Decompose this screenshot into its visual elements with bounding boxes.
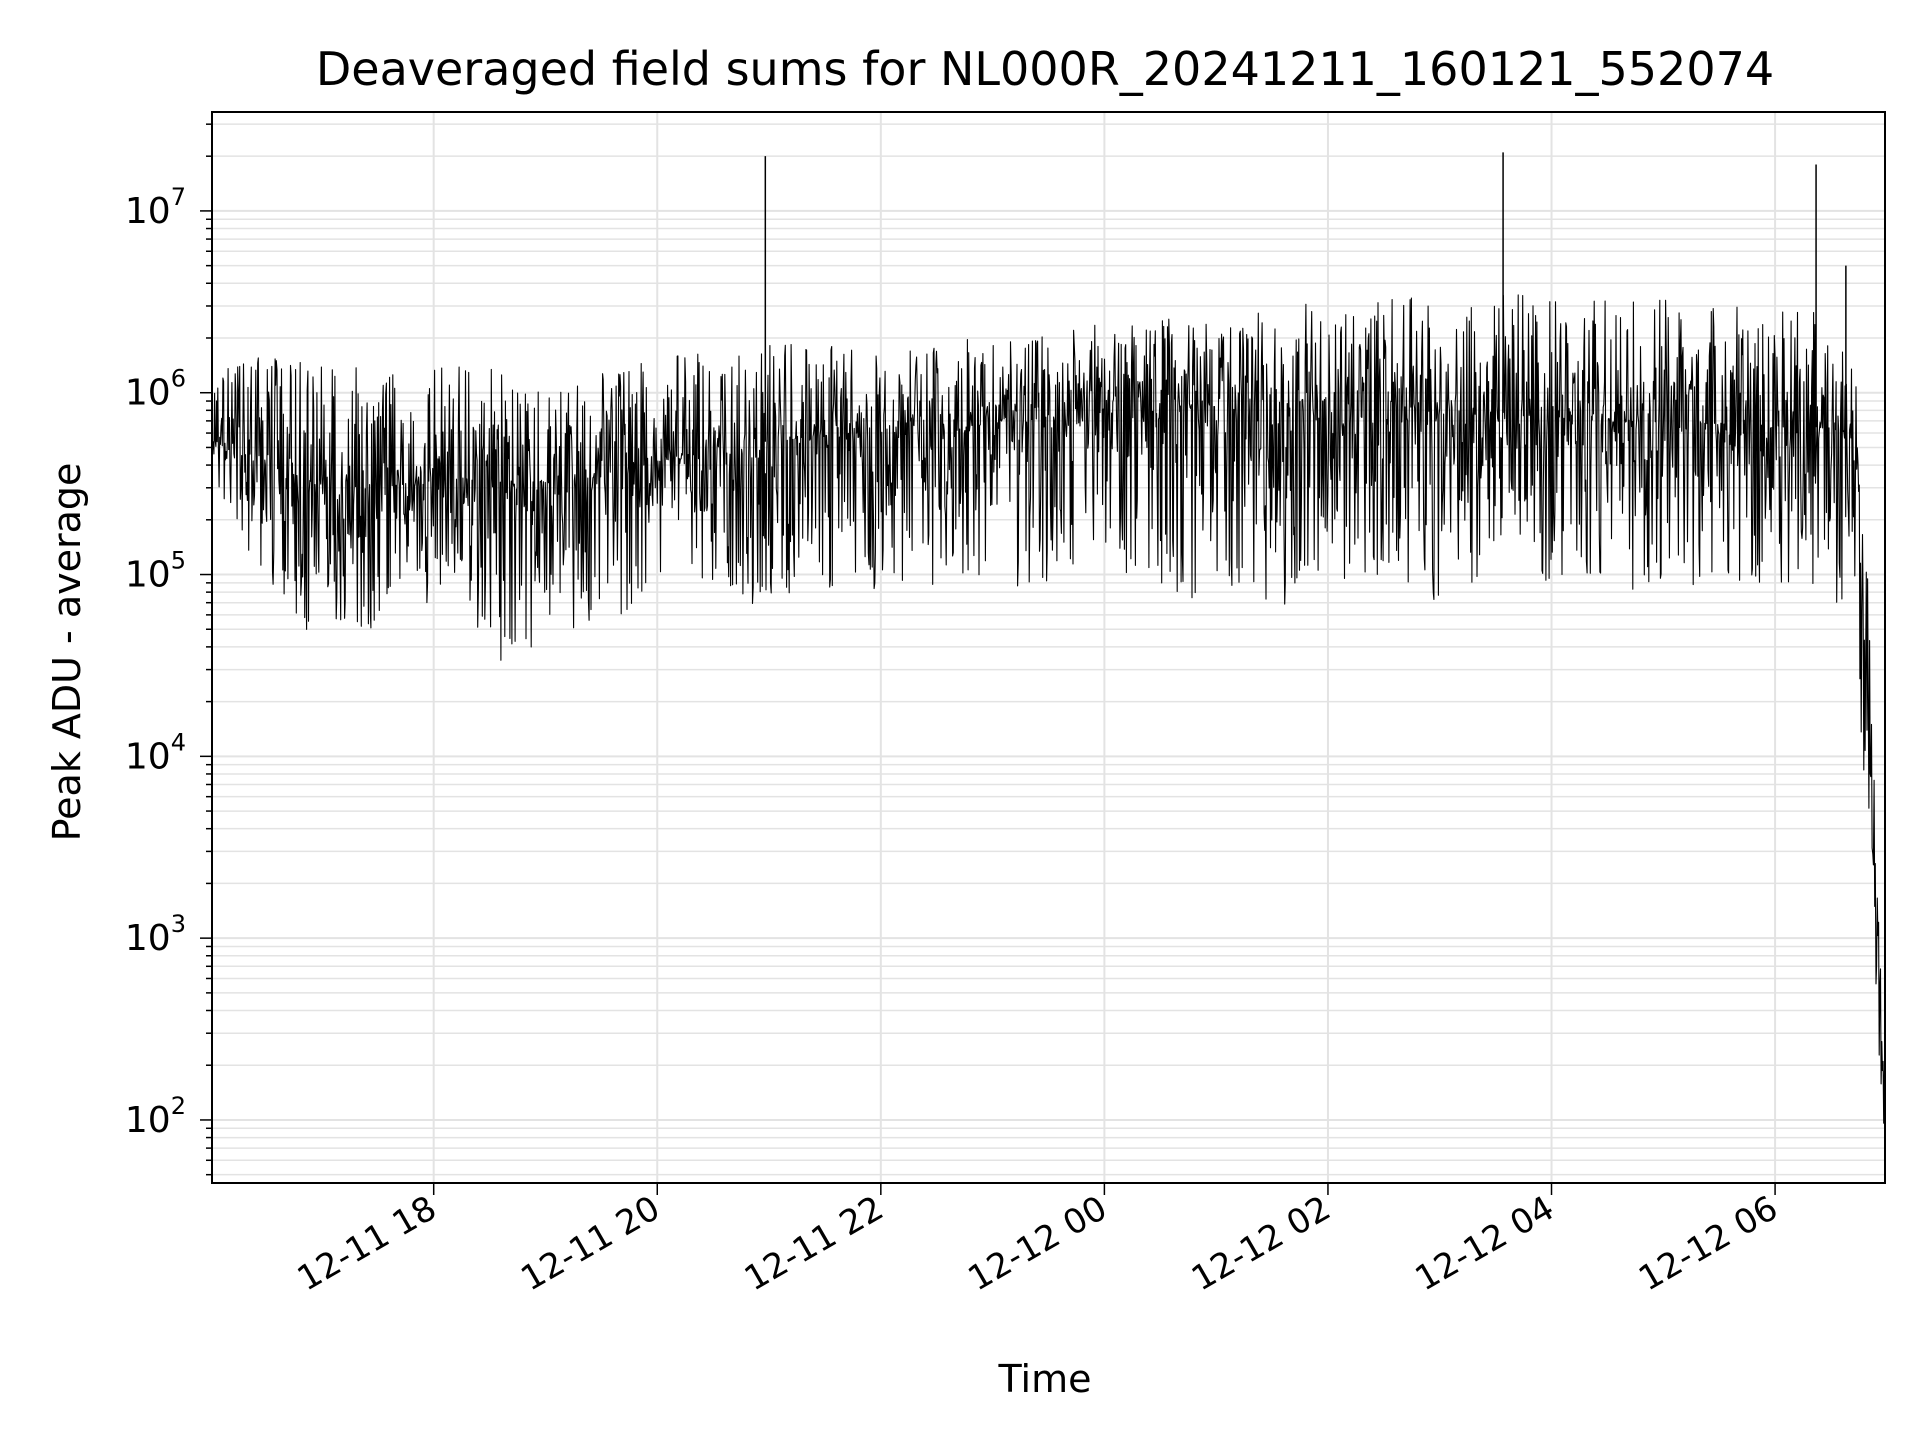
- y-tick-label: 107: [125, 183, 186, 232]
- y-axis-label: Peak ADU - average: [45, 463, 89, 842]
- y-tick-label: 104: [125, 728, 186, 777]
- series-path: [211, 294, 1886, 1124]
- y-tick-label: 106: [125, 365, 186, 414]
- x-axis-label: Time: [998, 1357, 1092, 1401]
- series-line: [211, 152, 1886, 1124]
- y-tick-label: 102: [125, 1092, 186, 1141]
- grid: [212, 112, 1885, 1183]
- chart-title: Deaveraged field sums for NL000R_2024121…: [316, 42, 1774, 96]
- y-tick-label: 103: [125, 910, 186, 959]
- y-tick-label: 105: [125, 547, 186, 596]
